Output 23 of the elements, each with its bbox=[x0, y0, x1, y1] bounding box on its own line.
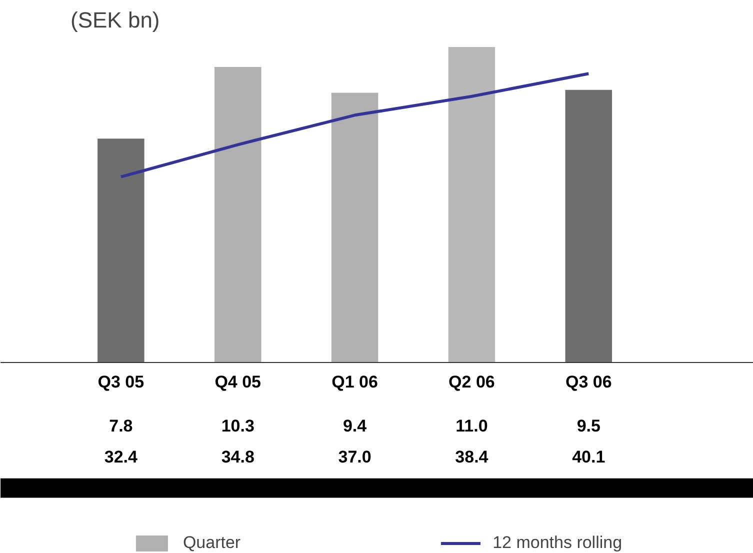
data-label: 40.1 bbox=[572, 447, 606, 466]
data-label: 10.3 bbox=[221, 416, 254, 436]
bar bbox=[98, 138, 144, 362]
data-label: 9.5 bbox=[576, 416, 600, 436]
legend-label: Quarter bbox=[182, 533, 241, 553]
bar bbox=[214, 67, 262, 362]
data-label: 7.8 bbox=[109, 416, 133, 436]
data-label: 11.0 bbox=[456, 416, 488, 436]
bar bbox=[448, 46, 496, 362]
data-label: 37.0 bbox=[338, 447, 372, 466]
bar bbox=[565, 90, 612, 362]
data-label: 38.4 bbox=[455, 447, 489, 466]
bar bbox=[331, 92, 378, 362]
chart-title: (SEK bn) bbox=[70, 8, 160, 32]
x-tick-label: Q3 05 bbox=[98, 372, 144, 392]
data-label: 34.8 bbox=[221, 447, 254, 466]
x-tick-label: Q2 06 bbox=[448, 372, 495, 392]
data-label: 32.4 bbox=[104, 447, 138, 466]
legend-label: 12 months rolling bbox=[492, 533, 622, 553]
x-tick-label: Q4 05 bbox=[214, 372, 262, 392]
data-label: 9.4 bbox=[342, 416, 368, 436]
x-tick-label: Q3 06 bbox=[565, 372, 612, 392]
x-tick-label: Q1 06 bbox=[332, 372, 378, 392]
